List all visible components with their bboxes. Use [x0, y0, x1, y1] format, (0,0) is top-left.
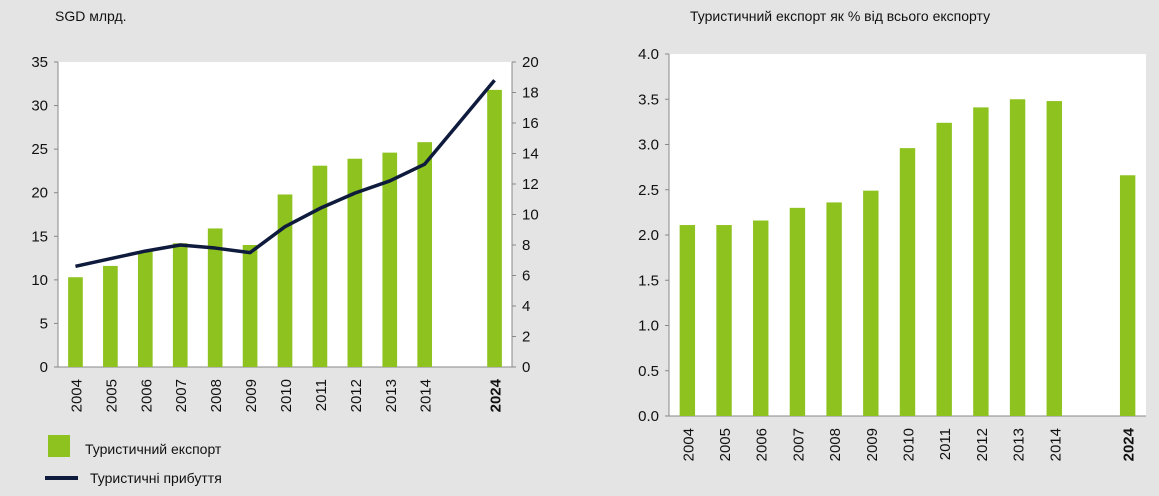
left-y2-tick-label: 12 [522, 176, 539, 193]
right-y-tick-label: 0.0 [638, 408, 659, 425]
left-x-tick-label: 2006 [138, 379, 155, 412]
right-x-tick-label: 2005 [717, 428, 734, 461]
right-x-tick-label: 2007 [790, 428, 807, 461]
right-x-tick-label: 2011 [937, 428, 954, 460]
left-x-tick-label: 2024 [488, 378, 505, 412]
right-chart-title: Туристичний експорт як % від всього експ… [690, 8, 990, 24]
right-bar-2024 [1119, 175, 1136, 416]
left-y2-tick-label: 6 [522, 268, 530, 285]
right-y-tick-label: 1.5 [638, 272, 659, 289]
left-y-ticks: 0 5 10 15 20 25 30 35 [31, 54, 58, 376]
left-bar-2014 [417, 142, 433, 367]
right-y-tick-label: 1.0 [638, 318, 659, 335]
right-x-tick-label: 2024 [1121, 427, 1138, 461]
right-bar-2006 [753, 220, 769, 416]
right-y-tick-label: 2.5 [638, 182, 659, 199]
left-x-tick-label: 2005 [103, 379, 120, 412]
legend-label-line: Туристичні прибуття [90, 470, 222, 486]
right-x-tick-label: 2009 [864, 428, 881, 461]
right-bar-2009 [863, 190, 879, 416]
left-y2-tick-label: 8 [522, 237, 530, 254]
right-bar-2008 [826, 202, 842, 416]
left-x-tick-label: 2007 [173, 379, 190, 412]
left-x-tick-label: 2010 [278, 379, 295, 412]
left-y2-tick-label: 2 [522, 329, 530, 346]
left-y2-tick-label: 20 [522, 54, 539, 71]
left-y2-ticks: 0 2 4 6 8 10 12 14 16 18 20 [512, 54, 539, 376]
left-y2-tick-label: 4 [522, 298, 530, 315]
legend-label-bar: Туристичний експорт [85, 441, 222, 457]
right-x-tick-label: 2008 [827, 428, 844, 461]
chart-left-tourism-exports: SGD млрд. 0 5 10 15 20 25 30 35 0 2 4 6 8 10 12 14 16 18… [31, 8, 538, 486]
right-bar-2005 [716, 225, 732, 416]
right-x-tick-label: 2006 [754, 428, 771, 461]
right-y-tick-label: 0.5 [638, 363, 659, 380]
left-bar-2010 [277, 194, 293, 367]
left-y-tick-label: 0 [40, 359, 48, 376]
right-y-tick-label: 4.0 [638, 46, 659, 63]
right-y-tick-label: 2.0 [638, 227, 659, 244]
left-x-tick-label: 2008 [208, 379, 225, 412]
left-y2-tick-label: 10 [522, 207, 539, 224]
left-x-ticks: 2004 2005 2006 2007 2008 2009 2010 2011 2012 2013… [68, 378, 504, 412]
left-y-tick-label: 35 [31, 54, 48, 71]
left-y-tick-label: 20 [31, 185, 48, 202]
left-x-tick-label: 2014 [418, 379, 435, 412]
left-y-tick-label: 25 [31, 141, 48, 158]
left-x-tick-label: 2012 [348, 379, 365, 412]
left-y-tick-label: 15 [31, 228, 48, 245]
right-x-tick-label: 2013 [1011, 428, 1028, 461]
left-bars [68, 89, 502, 367]
right-x-tick-label: 2004 [680, 428, 697, 461]
left-x-tick-label: 2009 [243, 379, 260, 412]
left-bar-2013 [382, 152, 398, 367]
right-x-tick-label: 2012 [974, 428, 991, 461]
right-bar-2010 [899, 148, 916, 416]
chart-right-tourism-share: Туристичний експорт як % від всього експ… [638, 8, 1146, 461]
right-y-ticks: 0.0 0.5 1.0 1.5 2.0 2.5 3.0 3.5 4.0 [638, 46, 669, 425]
left-x-tick-label: 2013 [383, 379, 400, 412]
legend-swatch-bar [48, 435, 70, 457]
left-y-tick-label: 30 [31, 98, 48, 115]
left-bar-2012 [347, 158, 363, 367]
left-line-series [75, 79, 496, 269]
right-x-tick-label: 2010 [901, 428, 918, 461]
left-y2-tick-label: 14 [522, 146, 539, 163]
left-bar-2008 [207, 228, 223, 367]
left-bar-2007 [172, 243, 188, 367]
left-bar-2011 [312, 165, 328, 367]
left-bar-2006 [137, 251, 153, 367]
left-bar-2005 [103, 265, 118, 367]
left-bar-2004 [68, 277, 83, 367]
right-bar-2013 [1009, 99, 1026, 416]
right-bar-2004 [679, 225, 696, 416]
right-y-tick-label: 3.0 [638, 137, 659, 154]
right-bars [679, 99, 1136, 417]
right-bar-2011 [936, 122, 952, 416]
right-bar-2007 [789, 207, 806, 416]
left-y-tick-label: 5 [40, 315, 48, 332]
left-line-path [75, 79, 496, 269]
left-y2-tick-label: 18 [522, 85, 539, 102]
left-legend: Туристичний експорт Туристичні прибуття [45, 435, 222, 486]
left-y2-tick-label: 0 [522, 359, 530, 376]
right-bar-2014 [1046, 101, 1062, 416]
left-x-tick-label: 2011 [313, 379, 330, 411]
right-bar-2012 [973, 107, 989, 417]
right-x-ticks: 2004 2005 2006 2007 2008 2009 2010 2011 2012 2013… [680, 427, 1137, 461]
left-x-tick-label: 2004 [68, 379, 85, 412]
left-unit-label: SGD млрд. [55, 8, 127, 24]
left-y2-tick-label: 16 [522, 115, 539, 132]
left-bar-2024 [487, 89, 502, 367]
left-bar-2009 [242, 245, 258, 367]
left-y-tick-label: 10 [31, 272, 48, 289]
right-y-tick-label: 3.5 [638, 91, 659, 108]
right-x-tick-label: 2014 [1047, 428, 1064, 461]
